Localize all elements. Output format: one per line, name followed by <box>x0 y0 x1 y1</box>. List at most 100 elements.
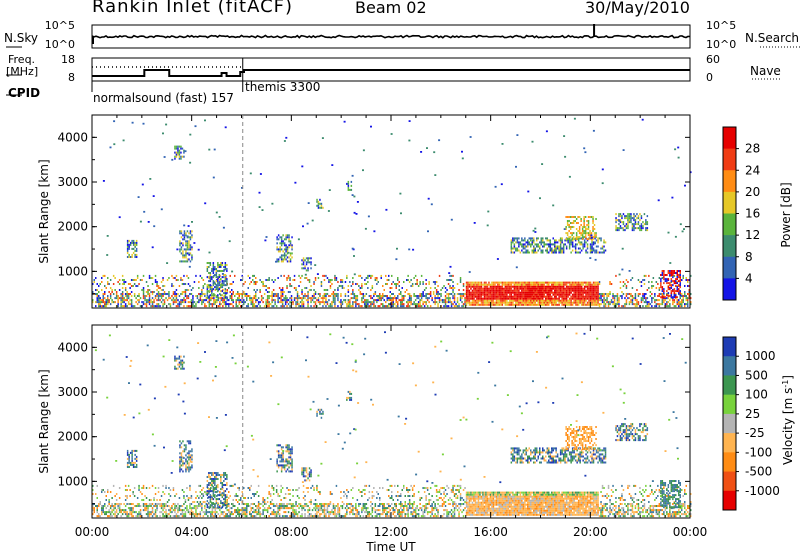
power-cell <box>681 301 683 304</box>
velocity-cell <box>255 515 257 518</box>
power-cell <box>527 281 529 284</box>
power-cell <box>589 247 592 250</box>
velocity-cell <box>165 515 167 518</box>
power-cell <box>156 283 158 286</box>
power-cell <box>675 294 677 297</box>
velocity-cell <box>192 511 194 514</box>
power-cell <box>565 295 568 298</box>
velocity-cell <box>102 509 104 512</box>
power-cell <box>183 256 186 259</box>
power-cell <box>476 285 478 288</box>
power-cell <box>111 301 113 304</box>
power-cell <box>488 289 490 292</box>
power-cell <box>417 305 420 308</box>
velocity-cell <box>298 487 300 490</box>
power-cell <box>277 293 279 296</box>
power-cell <box>545 130 548 133</box>
power-cell <box>286 256 289 259</box>
power-cell <box>232 301 234 304</box>
power-cell <box>206 268 209 271</box>
power-cell <box>416 295 418 298</box>
power-cell <box>349 188 351 191</box>
power-cell <box>465 289 468 292</box>
power-cell <box>513 237 516 240</box>
power-cell <box>406 305 408 308</box>
velocity-cell <box>277 511 279 514</box>
power-cell <box>447 279 450 282</box>
power-cell <box>361 283 363 286</box>
velocity-cell <box>99 515 101 518</box>
power-cell <box>652 285 655 288</box>
power-cell <box>286 301 288 304</box>
power-cell <box>492 303 495 306</box>
power-cell <box>676 288 678 291</box>
power-cell <box>292 301 294 304</box>
power-cell <box>358 305 360 308</box>
velocity-cell <box>281 507 284 510</box>
power-cell <box>408 120 411 122</box>
power-cell <box>540 299 542 302</box>
power-cell <box>373 303 375 306</box>
velocity-cell <box>114 505 116 508</box>
power-cell <box>561 303 563 306</box>
velocity-cell <box>207 493 209 496</box>
power-cell <box>533 285 535 288</box>
power-cell <box>142 289 145 292</box>
power-cell <box>280 289 282 292</box>
power-cell <box>416 281 418 284</box>
power-cell <box>185 242 187 245</box>
power-cell <box>558 249 560 252</box>
power-cell <box>304 293 306 296</box>
power-cell <box>586 291 589 294</box>
power-cell <box>666 294 668 297</box>
velocity-cell <box>151 503 154 506</box>
velocity-cell <box>283 503 285 506</box>
power-cell <box>452 303 454 306</box>
power-cell <box>280 260 283 263</box>
power-cell <box>425 283 427 286</box>
power-cell <box>565 293 568 296</box>
velocity-cell <box>241 513 243 516</box>
velocity-cell <box>213 515 215 518</box>
power-cell <box>655 281 658 284</box>
power-cell <box>252 299 254 302</box>
power-cell <box>552 281 554 284</box>
velocity-cell <box>204 505 206 508</box>
power-cell <box>483 289 486 292</box>
power-cell <box>183 274 185 277</box>
velocity-cell <box>154 487 157 490</box>
power-cell <box>589 234 591 237</box>
power-cell <box>189 244 192 247</box>
power-cell <box>648 274 650 277</box>
power-cell <box>594 251 596 254</box>
power-cell <box>572 238 575 241</box>
power-cell <box>123 279 125 282</box>
power-cell <box>326 277 329 280</box>
power-cell <box>666 297 668 300</box>
power-cell <box>545 237 547 240</box>
velocity-cell <box>174 509 176 512</box>
power-cell <box>672 296 674 299</box>
power-cell <box>249 277 251 280</box>
power-cell <box>355 297 357 300</box>
power-cell <box>201 301 203 304</box>
power-cell <box>351 247 354 250</box>
power-cell <box>301 267 303 270</box>
power-cell <box>132 239 135 242</box>
power-cell <box>183 230 186 233</box>
power-cell <box>645 227 647 230</box>
freq-line <box>92 69 690 77</box>
power-cell <box>597 293 599 296</box>
power-cell <box>444 305 447 308</box>
power-cell <box>208 295 211 298</box>
power-cell <box>591 293 593 296</box>
power-cell <box>407 303 409 306</box>
power-cell <box>661 296 664 299</box>
power-cell <box>579 293 581 296</box>
power-cell <box>249 295 251 298</box>
power-cell <box>536 283 538 286</box>
power-cell <box>575 228 578 231</box>
power-cell <box>293 279 296 282</box>
velocity-cell <box>237 511 239 514</box>
power-cell <box>501 303 504 306</box>
